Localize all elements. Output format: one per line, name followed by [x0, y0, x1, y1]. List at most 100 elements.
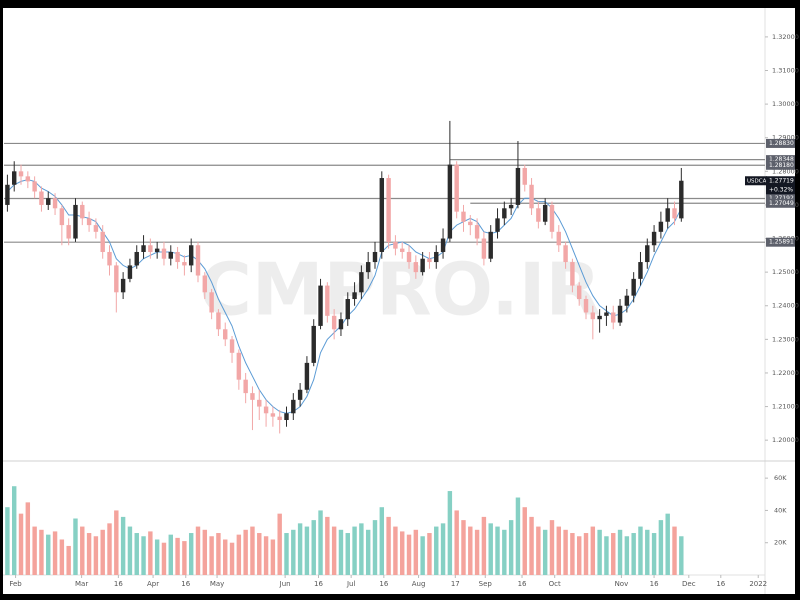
- volume-y-tick-label: 60K: [774, 474, 787, 482]
- chart-background: [3, 8, 795, 594]
- volume-bar: [32, 526, 37, 575]
- candle-body: [120, 278, 126, 293]
- symbol-tag: [745, 176, 767, 186]
- candle-body: [141, 245, 146, 252]
- volume-bar: [413, 529, 419, 575]
- candle-body: [638, 262, 643, 279]
- volume-bar: [617, 529, 623, 575]
- x-tick-label: Dec: [682, 580, 696, 588]
- volume-bar: [447, 491, 453, 575]
- level-tag-label: 1.25891: [769, 239, 794, 246]
- candle-body: [617, 305, 623, 323]
- candle-body: [515, 167, 521, 205]
- volume-bar: [236, 534, 242, 575]
- candle-body: [5, 184, 10, 205]
- volume-bar: [270, 539, 276, 575]
- candle-body: [542, 204, 548, 222]
- candle-body: [549, 204, 555, 232]
- volume-bar: [114, 510, 119, 575]
- x-tick-label: 17: [451, 580, 460, 588]
- candle-body: [331, 315, 337, 330]
- candle-body: [379, 178, 385, 252]
- volume-bar: [556, 526, 561, 575]
- volume-bar: [209, 536, 214, 575]
- y-tick-label: 1.21000: [772, 403, 799, 411]
- volume-bar: [141, 536, 146, 575]
- candle-body: [188, 245, 194, 266]
- candle-body: [597, 315, 602, 320]
- volume-bar: [331, 526, 337, 575]
- y-tick-label: 1.22000: [772, 369, 799, 377]
- volume-bar: [679, 536, 684, 575]
- x-tick-label: 16: [650, 580, 659, 588]
- volume-bar: [468, 526, 473, 575]
- volume-y-tick-label: 40K: [774, 506, 787, 514]
- candle-body: [284, 413, 289, 421]
- volume-bar: [120, 516, 126, 575]
- volume-bar: [427, 533, 432, 575]
- candle-body: [325, 285, 330, 316]
- level-tag: [766, 193, 795, 203]
- volume-bar: [182, 541, 187, 575]
- candle-body: [59, 208, 65, 226]
- candle-body: [25, 176, 31, 182]
- candle-body: [508, 204, 514, 209]
- level-tag-label: 1.28180: [769, 162, 794, 169]
- candle-body: [107, 251, 112, 266]
- y-tick-label: 1.25000: [772, 268, 799, 276]
- candle-body: [202, 275, 208, 293]
- x-tick-label: Aug: [412, 580, 426, 588]
- volume-bar: [576, 536, 582, 575]
- volume-bar: [420, 536, 425, 575]
- candle-body: [257, 399, 262, 407]
- volume-bar: [461, 520, 466, 575]
- volume-bar: [638, 526, 643, 575]
- volume-bar: [481, 516, 487, 575]
- candle-body: [100, 231, 105, 252]
- volume-bar: [175, 537, 180, 575]
- candle-body: [556, 231, 561, 246]
- candle-body: [243, 379, 248, 394]
- volume-bar: [515, 497, 521, 575]
- candle-body: [270, 413, 276, 417]
- candle-body: [488, 231, 493, 259]
- volume-bar: [529, 516, 534, 575]
- volume-bar: [665, 513, 670, 575]
- level-tag: [766, 155, 795, 165]
- volume-bar: [154, 539, 160, 575]
- volume-bar: [46, 534, 51, 575]
- volume-bar: [223, 539, 228, 575]
- volume-bar: [624, 536, 630, 575]
- candle-body: [52, 198, 58, 209]
- volume-bar: [86, 533, 92, 575]
- candle-body: [345, 299, 350, 320]
- candle-body: [250, 393, 255, 400]
- volume-bar: [318, 510, 323, 575]
- candle-body: [604, 312, 609, 316]
- candle-body: [651, 231, 657, 246]
- volume-bar: [434, 526, 439, 575]
- last-price-tag: [766, 176, 795, 195]
- x-tick-label: Oct: [549, 580, 561, 588]
- volume-bar: [52, 531, 58, 575]
- volume-bar: [536, 526, 541, 575]
- x-tick-label: 2022: [749, 580, 767, 588]
- volume-bar: [107, 523, 112, 575]
- volume-bar: [73, 518, 78, 575]
- candle-body: [413, 262, 419, 273]
- volume-bar: [522, 507, 527, 575]
- candle-body: [468, 221, 473, 226]
- candle-body: [168, 251, 173, 259]
- candle-body: [39, 191, 44, 205]
- y-tick-label: 1.23000: [772, 335, 799, 343]
- volume-bar: [277, 513, 282, 575]
- candle-body: [236, 352, 242, 380]
- volume-bar: [257, 533, 262, 575]
- volume-bar: [365, 529, 371, 575]
- volume-bar: [570, 533, 575, 575]
- candle-body: [481, 238, 487, 259]
- moving-average-line: [7, 179, 682, 414]
- candle-body: [223, 329, 228, 340]
